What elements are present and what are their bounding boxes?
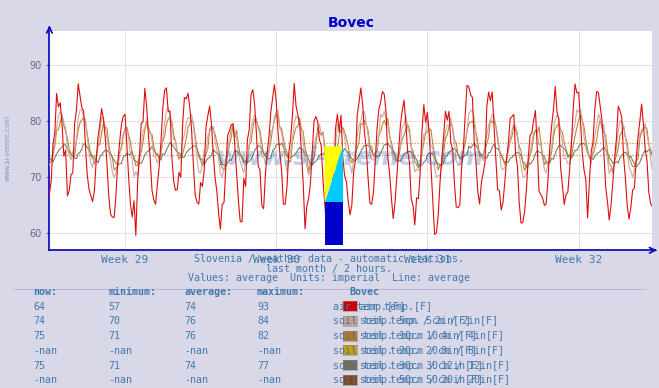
Text: soil temp. 20cm / 8in[F]: soil temp. 20cm / 8in[F] <box>360 346 505 356</box>
Polygon shape <box>325 146 343 203</box>
Text: -nan: -nan <box>109 346 132 356</box>
Text: 75: 75 <box>33 360 45 371</box>
Text: -nan: -nan <box>109 375 132 385</box>
Text: soil temp. 10cm / 4in[F]: soil temp. 10cm / 4in[F] <box>360 331 505 341</box>
Text: now:: now: <box>33 287 57 297</box>
Text: 75: 75 <box>33 331 45 341</box>
Text: 70: 70 <box>109 316 121 326</box>
Text: -nan: -nan <box>257 375 281 385</box>
Title: Bovec: Bovec <box>328 16 374 30</box>
Text: air temp.[F]: air temp.[F] <box>333 301 405 312</box>
Text: maximum:: maximum: <box>257 287 305 297</box>
Text: Values: average  Units: imperial  Line: average: Values: average Units: imperial Line: av… <box>188 273 471 283</box>
Text: 64: 64 <box>33 301 45 312</box>
Text: minimum:: minimum: <box>109 287 157 297</box>
Text: Slovenia / weather data - automatic stations.: Slovenia / weather data - automatic stat… <box>194 254 465 264</box>
Text: soil temp. 5cm / 2in[F]: soil temp. 5cm / 2in[F] <box>333 316 471 326</box>
Text: 82: 82 <box>257 331 269 341</box>
Text: last month / 2 hours.: last month / 2 hours. <box>266 263 393 274</box>
Text: -nan: -nan <box>185 375 208 385</box>
Text: average:: average: <box>185 287 233 297</box>
Text: -nan: -nan <box>257 346 281 356</box>
Text: soil temp. 30cm / 12in[F]: soil temp. 30cm / 12in[F] <box>333 360 483 371</box>
Polygon shape <box>325 146 343 203</box>
Text: www.si-vreme.com: www.si-vreme.com <box>217 146 484 170</box>
Text: 57: 57 <box>109 301 121 312</box>
Text: soil temp. 30cm / 12in[F]: soil temp. 30cm / 12in[F] <box>360 360 511 371</box>
Text: -nan: -nan <box>33 346 57 356</box>
Text: 74: 74 <box>33 316 45 326</box>
Bar <box>325 203 343 245</box>
Text: 71: 71 <box>109 331 121 341</box>
Text: soil temp. 5cm / 2in[F]: soil temp. 5cm / 2in[F] <box>360 316 498 326</box>
Text: 74: 74 <box>185 301 196 312</box>
Text: -nan: -nan <box>185 346 208 356</box>
Text: 76: 76 <box>185 331 196 341</box>
Text: -nan: -nan <box>33 375 57 385</box>
Text: 93: 93 <box>257 301 269 312</box>
Text: soil temp. 10cm / 4in[F]: soil temp. 10cm / 4in[F] <box>333 331 477 341</box>
Text: 71: 71 <box>109 360 121 371</box>
Text: 77: 77 <box>257 360 269 371</box>
Text: 84: 84 <box>257 316 269 326</box>
Text: soil temp. 20cm / 8in[F]: soil temp. 20cm / 8in[F] <box>333 346 477 356</box>
Text: soil temp. 50cm / 20in[F]: soil temp. 50cm / 20in[F] <box>360 375 511 385</box>
Text: 76: 76 <box>185 316 196 326</box>
Text: www.si-vreme.com: www.si-vreme.com <box>5 114 11 180</box>
Text: soil temp. 50cm / 20in[F]: soil temp. 50cm / 20in[F] <box>333 375 483 385</box>
Text: air temp.[F]: air temp.[F] <box>360 301 432 312</box>
Text: 74: 74 <box>185 360 196 371</box>
Text: Bovec: Bovec <box>349 287 380 297</box>
